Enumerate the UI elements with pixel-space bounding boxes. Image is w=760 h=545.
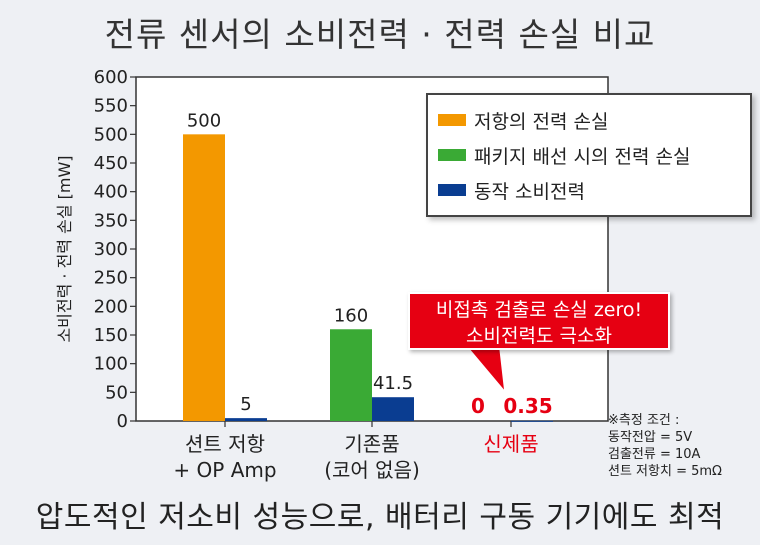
x-tick-label: 션트 저항 — [185, 432, 265, 456]
data-label: 500 — [187, 110, 221, 131]
x-tick-label-line2: + OP Amp — [173, 458, 276, 482]
callout-line-2: 소비전력도 극소화 — [466, 325, 612, 347]
chart-legend: 저항의 전력 손실 패키지 배선 시의 전력 손실 동작 소비전력 — [426, 93, 752, 217]
legend-label-package-loss: 패키지 배선 시의 전력 손실 — [474, 145, 691, 168]
legend-item-package-loss: 패키지 배선 시의 전력 손실 — [438, 142, 690, 168]
y-tick-label: 150 — [94, 325, 128, 346]
legend-swatch-orange — [438, 114, 466, 126]
notes-header: ※측정 조건 : — [608, 413, 680, 428]
legend-item-operating-power: 동작 소비전력 — [438, 177, 585, 203]
legend-label-operating-power: 동작 소비전력 — [474, 180, 585, 203]
callout-box: 비접촉 검출로 손실 zero! 소비전력도 극소화 — [408, 292, 670, 350]
bar-resistor-loss — [183, 134, 225, 422]
data-label: 0.35 — [503, 394, 552, 418]
notes-line-shunt: 션트 저항치 = 5mΩ — [608, 464, 722, 479]
y-tick-label: 250 — [94, 268, 128, 289]
y-tick-label: 450 — [94, 153, 128, 174]
y-axis-label: 소비전력 · 전력 손실 [mW] — [55, 155, 74, 342]
bar-operating-power — [372, 397, 414, 421]
data-label: 160 — [334, 305, 368, 326]
legend-swatch-green — [438, 149, 466, 161]
bar-operating-power — [511, 420, 553, 422]
notes-line-current: 검출전류 = 10A — [608, 447, 701, 462]
page-title: 전류 센서의 소비전력 · 전력 손실 비교 — [104, 15, 656, 54]
x-tick-label-line2: (코어 없음) — [324, 458, 420, 482]
legend-swatch-blue — [438, 184, 466, 196]
y-tick-label: 550 — [94, 96, 128, 117]
y-tick-label: 50 — [105, 382, 128, 403]
y-tick-label: 500 — [94, 124, 128, 145]
bar-package-loss — [330, 329, 372, 421]
x-tick-label: 신제품 — [483, 432, 538, 456]
tagline: 압도적인 저소비 성능으로, 배터리 구동 기기에도 최적 — [35, 500, 725, 535]
bar-operating-power — [225, 418, 267, 421]
y-tick-label: 350 — [94, 210, 128, 231]
x-tick-label: 기존품 — [344, 432, 399, 456]
data-label: 5 — [240, 394, 251, 415]
y-tick-label: 0 — [117, 411, 128, 432]
data-label: 0 — [471, 394, 485, 418]
callout-line-1: 비접촉 검출로 손실 zero! — [435, 299, 643, 321]
legend-item-resistor-loss: 저항의 전력 손실 — [438, 107, 608, 133]
data-label: 41.5 — [373, 373, 413, 394]
y-tick-label: 100 — [94, 354, 128, 375]
y-tick-label: 400 — [94, 182, 128, 203]
notes-line-voltage: 동작전압 = 5V — [608, 430, 693, 445]
y-tick-label: 200 — [94, 296, 128, 317]
y-tick-label: 600 — [94, 67, 128, 88]
y-tick-label: 300 — [94, 239, 128, 260]
legend-label-resistor-loss: 저항의 전력 손실 — [474, 110, 609, 133]
measurement-notes: ※측정 조건 : 동작전압 = 5V 검출전류 = 10A 션트 저항치 = 5… — [608, 412, 722, 480]
